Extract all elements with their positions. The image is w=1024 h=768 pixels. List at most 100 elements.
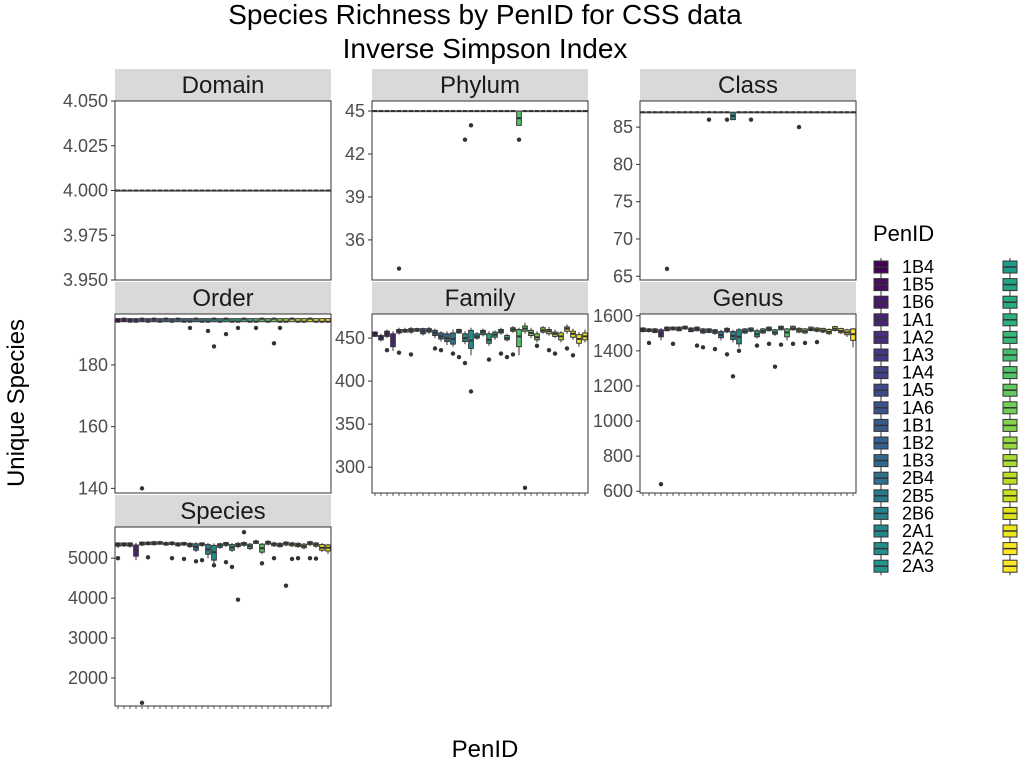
boxplot-3A6: [307, 317, 313, 323]
boxplot-3A6: [307, 189, 313, 192]
y-tick-label: 3.975: [63, 225, 108, 245]
boxplot-2A4: [748, 327, 754, 333]
legend-item-2A6: 2A6: [1002, 293, 1018, 312]
boxplot-1A1: [390, 331, 396, 352]
boxplot-3B4: [784, 328, 790, 341]
boxplot-1B4: [115, 542, 121, 549]
outlier-point: [670, 341, 676, 347]
boxplot-3A6: [564, 324, 570, 334]
boxplot-3A6: [832, 111, 838, 114]
boxplot-1A6: [688, 327, 694, 333]
facet-strip: [115, 69, 331, 101]
boxplot-3B2: [576, 332, 582, 347]
y-tick-label: 800: [603, 446, 633, 466]
boxplot-2A6: [235, 318, 241, 323]
boxplot-2B6: [456, 328, 462, 334]
boxplot-3A5: [558, 110, 564, 113]
boxplot-2B1: [241, 189, 247, 192]
boxplot-1A6: [420, 327, 426, 336]
legend-item-1A1: 1A1: [873, 310, 934, 330]
boxplot-2A3: [474, 110, 480, 113]
boxplot-3B2: [844, 111, 850, 114]
outlier-point: [486, 357, 492, 362]
outlier-point: [229, 564, 235, 570]
boxplot-1B6: [127, 189, 133, 192]
x-axis-title: PenID: [452, 736, 519, 763]
facet-strip-label: Class: [718, 72, 778, 99]
outlier-point: [283, 583, 289, 588]
boxplot-3A3: [546, 110, 552, 113]
y-tick-label: 4000: [68, 588, 108, 608]
boxplot-2A2: [736, 111, 742, 114]
boxplot-1B3: [181, 541, 187, 547]
legend-label: 2B5: [902, 486, 934, 506]
boxplot-2B3: [778, 325, 784, 331]
facet-panel-domain: Domain 3.950 3.975 4.000 4.025 4.050: [63, 69, 332, 290]
boxplot-3B4: [516, 110, 522, 126]
legend-item-2A3: 2A3: [873, 556, 934, 576]
boxplot-1B6: [384, 329, 390, 339]
boxplot-2A4: [480, 110, 486, 113]
boxplot-3B5: [265, 540, 271, 546]
boxplot-1A4: [151, 540, 157, 546]
boxplot-1B1: [426, 110, 432, 113]
boxplot-3B2: [319, 542, 325, 553]
legend-item-2B3: 2B3: [1002, 346, 1018, 364]
boxplot-2B3: [510, 110, 516, 113]
legend-label: 1A2: [902, 327, 934, 347]
outlier-point: [766, 341, 772, 347]
boxplot-1B3: [438, 331, 444, 342]
boxplot-2A4: [480, 328, 486, 337]
boxplot-2B5: [193, 317, 199, 323]
outlier-point: [462, 360, 468, 366]
boxplot-1A1: [658, 111, 664, 114]
outlier-point: [796, 124, 802, 130]
boxplot-3A1: [534, 331, 540, 343]
facet-panel-species: Species 2000 3000 4000 5000: [68, 495, 332, 709]
facet-strip: [640, 282, 856, 314]
boxplot-1A4: [408, 326, 414, 334]
boxplot-2A1: [730, 111, 736, 121]
legend-label: 1A6: [902, 398, 934, 418]
outlier-point: [456, 354, 462, 360]
outlier-point: [730, 374, 736, 379]
outlier-point: [115, 555, 121, 561]
boxplot-3A2: [283, 189, 289, 192]
boxplot-3B3: [850, 111, 856, 114]
legend-item-1B5: 1B5: [873, 275, 934, 295]
boxplot-3A1: [277, 318, 283, 323]
boxplot-1A3: [402, 327, 408, 333]
boxplot-1B5: [378, 110, 384, 113]
boxplot-3A5: [301, 189, 307, 192]
legend-item-1A2: 1A2: [873, 327, 934, 347]
y-tick-label: 85: [613, 117, 633, 137]
facet-strip: [372, 69, 588, 101]
boxplot-3A5: [826, 328, 832, 336]
outlier-point: [223, 559, 229, 565]
y-tick-label: 600: [603, 481, 633, 501]
outlier-point: [736, 348, 742, 354]
boxplot-2B6: [199, 189, 205, 192]
outlier-point: [510, 352, 516, 357]
facet-strip-label: Phylum: [440, 72, 520, 99]
boxplot-2B6: [724, 111, 730, 114]
boxplot-2B1: [498, 110, 504, 113]
y-tick-label: 75: [613, 192, 633, 212]
boxplot-2B2: [247, 189, 253, 192]
legend-label: 1B3: [902, 451, 934, 471]
outlier-point: [438, 347, 444, 353]
boxplot-2B4: [712, 111, 718, 114]
outlier-point: [193, 559, 199, 564]
boxplot-3A5: [558, 331, 564, 343]
boxplot-3B3: [582, 110, 588, 113]
plot-area: [114, 313, 332, 494]
outlier-point: [139, 486, 145, 491]
legend-item-1A3: 1A3: [873, 345, 934, 365]
legend-item-3A3: 3A3: [1002, 451, 1018, 470]
outlier-point: [384, 347, 390, 353]
boxplot-2A1: [462, 331, 468, 345]
legend-item-3A4: 3A4: [1002, 469, 1018, 488]
legend-item-1B4: 1B4: [873, 257, 934, 277]
boxplot-2B1: [241, 541, 247, 547]
boxplot-3A2: [283, 318, 289, 323]
